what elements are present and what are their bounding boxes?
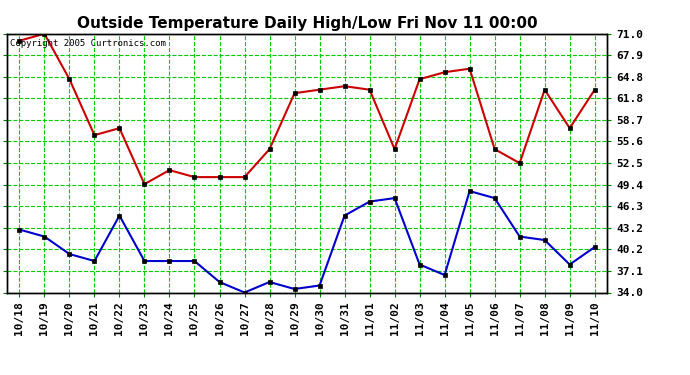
- Title: Outside Temperature Daily High/Low Fri Nov 11 00:00: Outside Temperature Daily High/Low Fri N…: [77, 16, 538, 31]
- Text: Copyright 2005 Curtronics.com: Copyright 2005 Curtronics.com: [10, 39, 166, 48]
